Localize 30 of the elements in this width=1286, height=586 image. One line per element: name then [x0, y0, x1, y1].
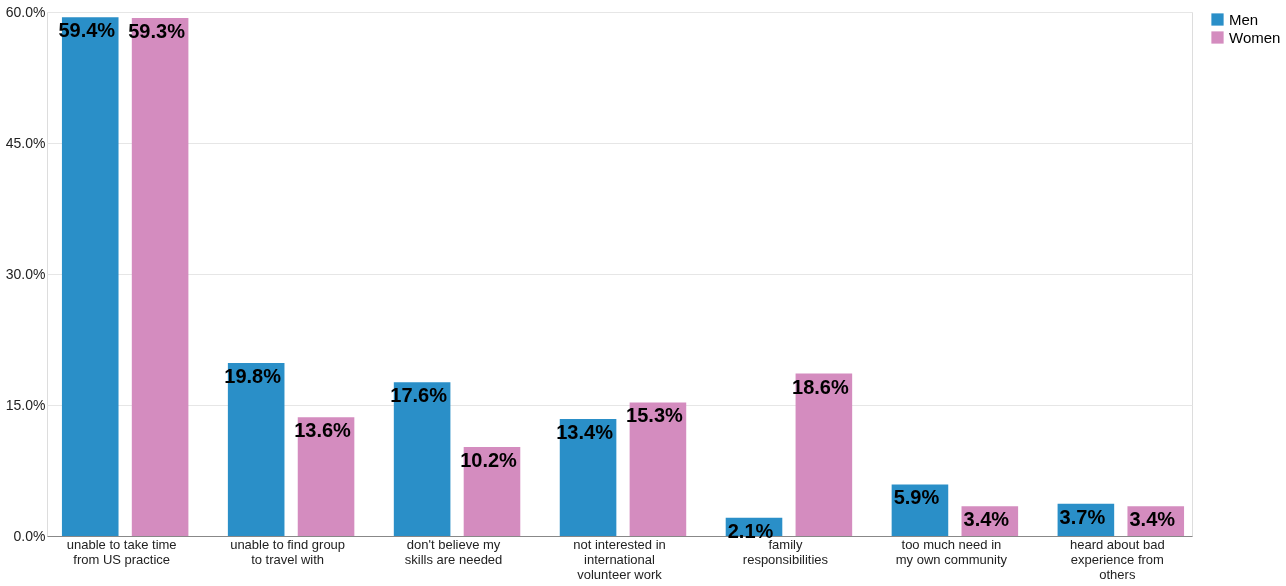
data-label: 3.7% — [1059, 505, 1106, 528]
x-tick-label: unable to find group to travel with — [230, 536, 346, 567]
x-tick-label: not interested in international volunteer work — [573, 536, 666, 582]
data-label: 10.2% — [460, 448, 518, 471]
legend-label: Women — [1229, 28, 1281, 46]
bar — [629, 402, 687, 536]
bar — [795, 373, 853, 536]
data-label: 13.6% — [294, 419, 352, 442]
x-tick-label: heard about bad experience from others — [1069, 536, 1165, 582]
data-label: 3.4% — [1129, 508, 1176, 531]
y-tick-label: 30.0% — [5, 265, 46, 282]
x-tick-label: unable to take time from US practice — [66, 536, 177, 567]
y-tick-label: 0.0% — [13, 527, 46, 544]
data-label: 59.3% — [128, 20, 186, 43]
bar — [131, 18, 189, 536]
y-tick-label: 15.0% — [5, 396, 46, 413]
data-label: 5.9% — [893, 486, 940, 509]
x-tick-label: don't believe my skills are needed — [404, 536, 503, 567]
bar — [393, 382, 451, 536]
bar — [297, 417, 355, 536]
bar — [227, 363, 285, 536]
y-tick-label: 45.0% — [5, 134, 46, 151]
y-tick-label: 60.0% — [5, 3, 46, 20]
bar — [463, 446, 521, 536]
legend-label: Men — [1229, 10, 1259, 28]
bar — [61, 17, 119, 536]
data-label: 3.4% — [963, 508, 1010, 531]
data-label: 18.6% — [792, 375, 849, 398]
data-label: 15.3% — [626, 404, 683, 427]
x-tick-label: too much need in my own community — [895, 536, 1008, 567]
